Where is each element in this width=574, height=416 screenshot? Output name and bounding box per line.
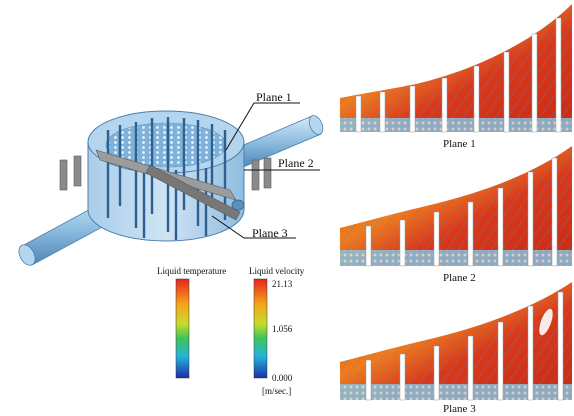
cut-plane-markers <box>59 149 272 221</box>
flow-panels <box>340 4 572 401</box>
panel-3-caption: Plane 3 <box>443 403 476 415</box>
panel-2-caption: Plane 2 <box>443 272 476 284</box>
flow-panel-plane-1 <box>340 4 572 133</box>
velocity-unit: [m/sec.] <box>262 386 292 396</box>
velocity-legend-title: Liquid velocity <box>249 266 305 276</box>
plane-1-label: Plane 1 <box>256 90 292 104</box>
velocity-colorbar <box>253 278 268 379</box>
temperature-colorbar <box>175 278 190 379</box>
plane-leader-lines <box>211 102 320 239</box>
temperature-legend-title: Liquid temperature <box>157 266 227 276</box>
velocity-mid-value: 1.056 <box>272 324 293 334</box>
plane-3-label: Plane 3 <box>252 226 288 240</box>
vessel-diagram <box>18 102 324 379</box>
plane-2-label: Plane 2 <box>278 156 314 170</box>
panel-1-caption: Plane 1 <box>443 138 476 150</box>
velocity-min-value: 0.000 <box>272 373 293 383</box>
flow-panel-plane-2 <box>340 146 572 267</box>
flow-panel-plane-3 <box>340 282 572 401</box>
velocity-max-value: 21.13 <box>272 279 293 289</box>
